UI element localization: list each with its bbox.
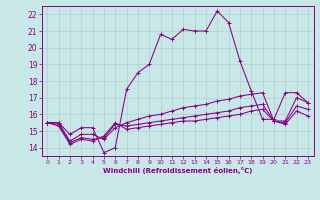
X-axis label: Windchill (Refroidissement éolien,°C): Windchill (Refroidissement éolien,°C) [103,167,252,174]
